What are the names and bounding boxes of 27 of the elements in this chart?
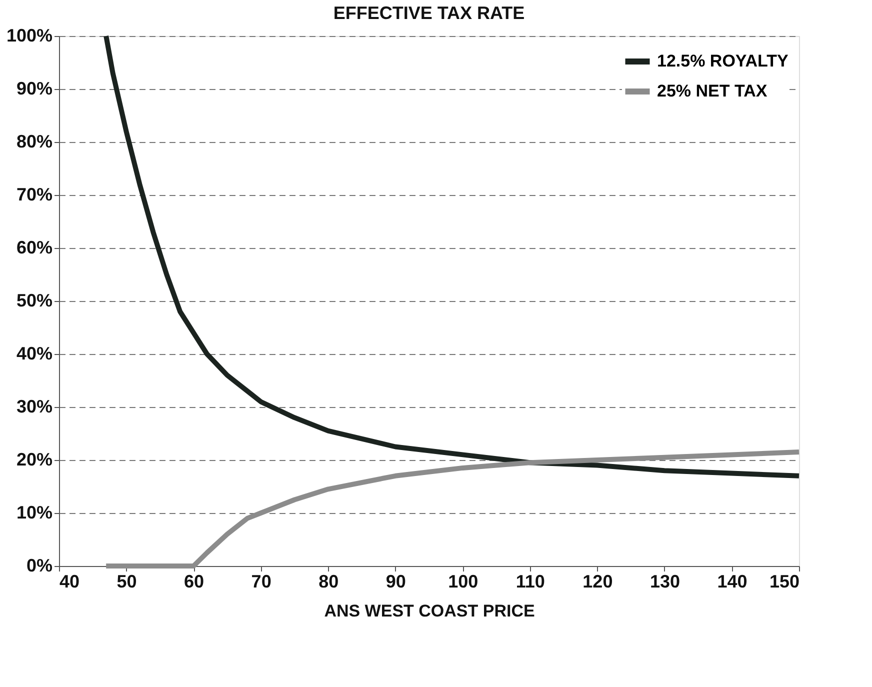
y-tick-label: 90% [16, 78, 52, 98]
legend-label: 12.5% ROYALTY [657, 52, 789, 70]
x-tick-label: 120 [582, 572, 613, 592]
y-tick-label: 100% [6, 26, 52, 46]
x-tick-label: 70 [251, 572, 272, 592]
y-tick-label: 10% [16, 502, 52, 522]
x-tick-label: 80 [318, 572, 339, 592]
x-tick-label: 40 [60, 572, 80, 592]
x-tick-label: 130 [650, 572, 680, 592]
x-tick-label: 90 [386, 572, 406, 592]
y-tick-label: 40% [16, 344, 52, 364]
x-tick-label: 140 [717, 572, 748, 592]
x-tick-label: 150 [769, 572, 800, 592]
x-tick-label: 50 [116, 572, 137, 592]
chart-title: EFFECTIVE TAX RATE [333, 3, 525, 23]
y-tick-label: 50% [16, 290, 52, 310]
x-axis-title: ANS WEST COAST PRICE [324, 602, 535, 620]
x-tick-label: 110 [516, 572, 545, 592]
y-tick-label: 80% [16, 132, 52, 152]
y-tick-label: 30% [16, 396, 52, 416]
x-tick-label: 100 [448, 572, 478, 592]
y-tick-label: 20% [16, 450, 52, 470]
legend-label: 25% NET TAX [657, 82, 768, 100]
y-tick-label: 60% [16, 238, 52, 258]
y-tick-label: 0% [26, 556, 52, 576]
y-tick-label: 70% [16, 184, 52, 204]
x-tick-label: 60 [184, 572, 204, 592]
